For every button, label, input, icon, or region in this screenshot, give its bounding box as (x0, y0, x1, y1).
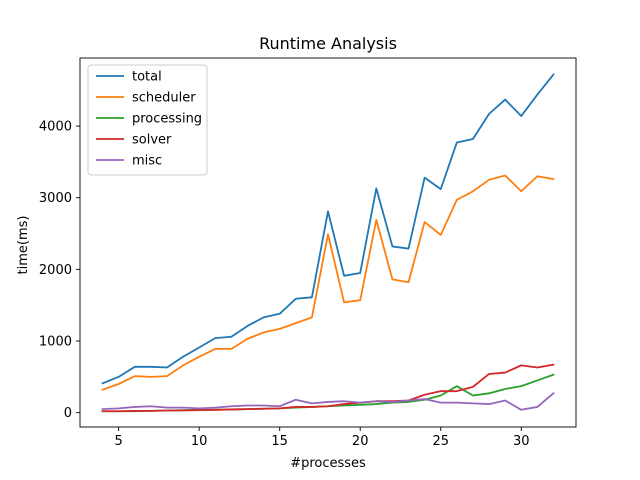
legend-box (87, 64, 208, 176)
legend-label-misc: misc (132, 154, 162, 169)
series-line-misc (101, 392, 555, 411)
legend-label-total: total (132, 70, 162, 85)
plot-area (79, 57, 577, 428)
x-tick-label: 30 (513, 434, 530, 449)
legend-label-scheduler: scheduler (132, 91, 196, 106)
x-tick-label: 20 (352, 434, 369, 449)
x-tick-label: 25 (432, 434, 449, 449)
x-axis: 5 10 15 20 25 30 (115, 427, 530, 449)
y-tick-label: 4000 (39, 120, 72, 135)
series-line-solver (101, 363, 555, 413)
x-tick-label: 15 (271, 434, 288, 449)
legend: total scheduler processing solver misc (87, 64, 208, 176)
y-axis-label: time(ms) (16, 216, 31, 275)
y-tick-label: 1000 (39, 335, 72, 350)
legend-label-solver: solver (132, 133, 172, 148)
chart-title: Runtime Analysis (259, 34, 397, 53)
legend-label-processing: processing (132, 112, 202, 127)
series-layer (101, 73, 555, 413)
axes-frame (79, 57, 577, 428)
y-tick-label: 3000 (39, 191, 72, 206)
series-line-total (101, 73, 555, 385)
x-axis-label: #processes (290, 456, 366, 471)
x-tick-label: 10 (191, 434, 208, 449)
series-line-scheduler (101, 174, 555, 391)
y-tick-label: 0 (64, 406, 72, 421)
x-tick-label: 5 (115, 434, 123, 449)
y-tick-label: 2000 (39, 263, 72, 278)
y-axis: 0 1000 2000 3000 4000 (39, 120, 80, 421)
